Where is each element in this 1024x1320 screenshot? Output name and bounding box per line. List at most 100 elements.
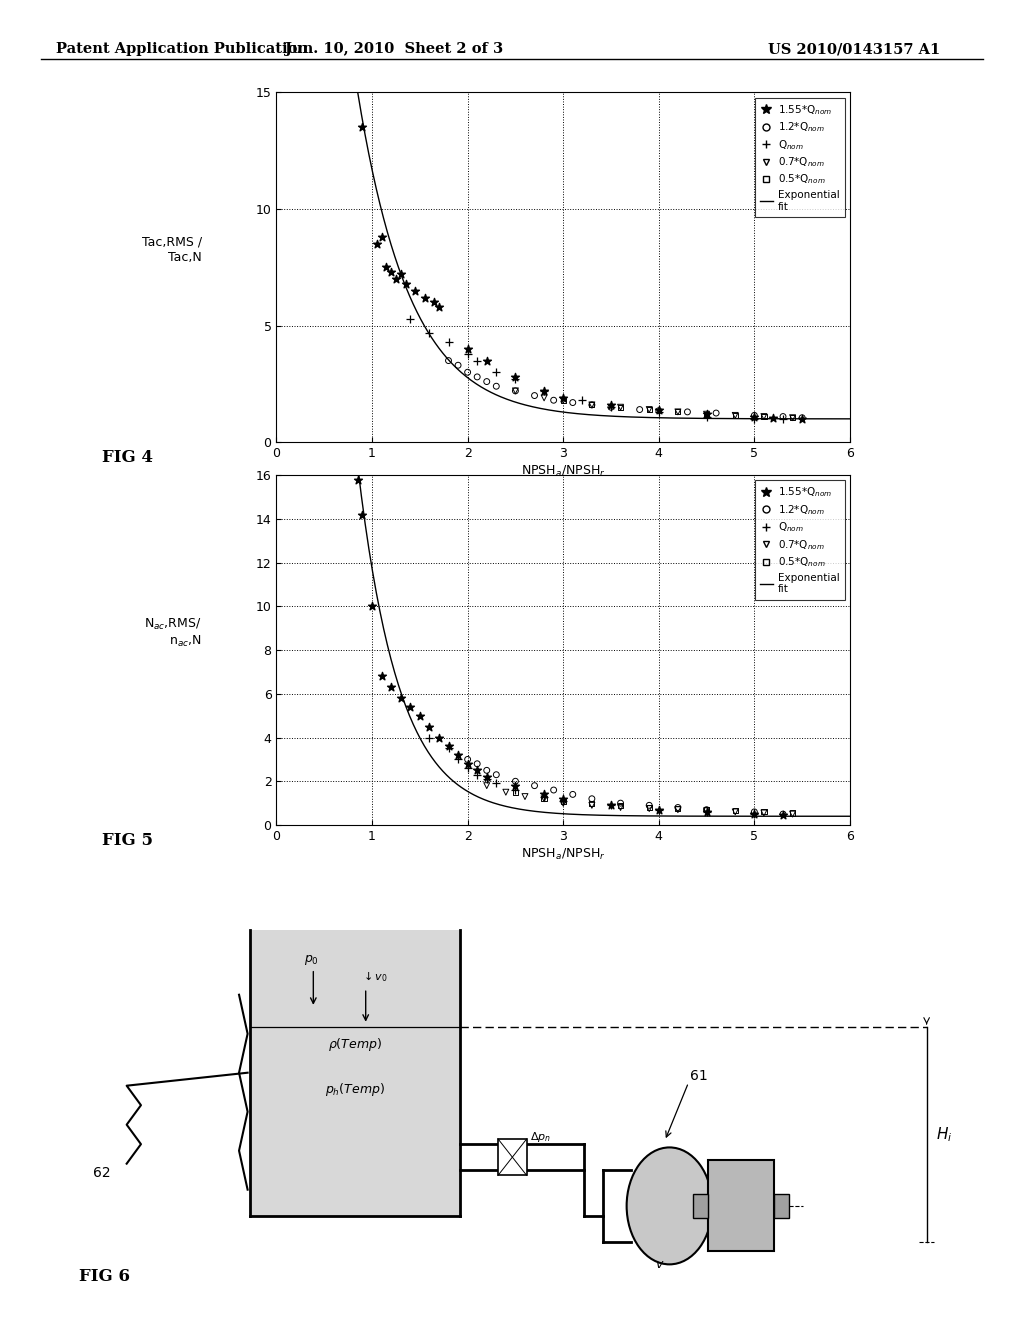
Point xyxy=(775,805,792,826)
Legend: 1.55*Q$_{nom}$, 1.2*Q$_{nom}$, Q$_{nom}$, 0.7*Q$_{nom}$, 0.5*Q$_{nom}$, Exponent: 1.55*Q$_{nom}$, 1.2*Q$_{nom}$, Q$_{nom}$… xyxy=(755,480,845,599)
Point xyxy=(650,799,667,820)
Point xyxy=(555,788,571,809)
Point xyxy=(612,797,629,818)
Point xyxy=(670,401,686,422)
Point xyxy=(469,367,485,388)
Text: 61: 61 xyxy=(690,1069,709,1082)
Point xyxy=(698,404,715,425)
Point xyxy=(517,785,534,807)
Point xyxy=(641,795,657,816)
Text: $H_i$: $H_i$ xyxy=(936,1125,952,1143)
Point xyxy=(488,764,505,785)
Point xyxy=(641,399,657,420)
X-axis label: NPSH$_a$/NPSH$_r$: NPSH$_a$/NPSH$_r$ xyxy=(521,465,605,479)
Point xyxy=(469,754,485,775)
Point xyxy=(603,395,620,416)
Text: $v$: $v$ xyxy=(655,1258,665,1271)
Point xyxy=(632,399,648,420)
Point xyxy=(383,677,399,698)
Point xyxy=(756,407,772,428)
Point xyxy=(426,292,442,313)
Point xyxy=(584,395,600,416)
Point xyxy=(574,389,591,411)
Point xyxy=(397,273,414,294)
Point xyxy=(354,116,371,137)
Point xyxy=(650,401,667,422)
Point xyxy=(469,350,485,371)
Point xyxy=(536,387,552,408)
Point xyxy=(536,380,552,401)
Point xyxy=(603,396,620,417)
Y-axis label: N$_{ac}$,RMS/
n$_{ac}$,N: N$_{ac}$,RMS/ n$_{ac}$,N xyxy=(144,616,202,649)
Point xyxy=(374,227,390,248)
Point xyxy=(603,795,620,816)
Point xyxy=(756,407,772,428)
Point xyxy=(507,779,523,800)
Point xyxy=(378,256,394,279)
Point xyxy=(650,400,667,421)
Text: $\rho$($\it{Temp}$): $\rho$($\it{Temp}$) xyxy=(329,1036,382,1052)
Point xyxy=(507,771,523,792)
Point xyxy=(460,758,476,779)
Point xyxy=(775,408,792,429)
Point xyxy=(478,760,495,781)
Point xyxy=(431,727,447,748)
Point xyxy=(507,380,523,401)
Point xyxy=(698,407,715,428)
Point xyxy=(526,775,543,796)
Point xyxy=(794,407,810,428)
Point xyxy=(775,407,792,428)
Point xyxy=(794,408,810,429)
Point xyxy=(460,748,476,770)
Ellipse shape xyxy=(627,1147,713,1265)
Point xyxy=(440,350,457,371)
Point xyxy=(584,788,600,809)
Point xyxy=(765,407,781,428)
Point xyxy=(536,784,552,805)
Text: US 2010/0143157 A1: US 2010/0143157 A1 xyxy=(768,42,940,57)
Point xyxy=(469,764,485,785)
Y-axis label: Tac,RMS /
Tac,N: Tac,RMS / Tac,N xyxy=(141,236,202,264)
Text: $\downarrow v_0$: $\downarrow v_0$ xyxy=(360,969,387,985)
Point xyxy=(727,405,743,426)
Point xyxy=(727,801,743,822)
Point xyxy=(412,705,428,726)
Point xyxy=(555,387,571,408)
Point xyxy=(746,408,763,429)
Point xyxy=(546,779,562,800)
Point xyxy=(670,401,686,422)
Point xyxy=(478,350,495,371)
Point xyxy=(555,389,571,411)
Point xyxy=(756,803,772,824)
Point xyxy=(784,804,801,825)
Point xyxy=(450,355,466,376)
Point xyxy=(584,395,600,416)
Point xyxy=(536,380,552,401)
Point xyxy=(440,738,457,759)
Point xyxy=(402,308,419,329)
Point xyxy=(450,748,466,770)
Legend: 1.55*Q$_{nom}$, 1.2*Q$_{nom}$, Q$_{nom}$, 0.7*Q$_{nom}$, 0.5*Q$_{nom}$, Exponent: 1.55*Q$_{nom}$, 1.2*Q$_{nom}$, Q$_{nom}$… xyxy=(755,98,845,216)
Point xyxy=(421,322,437,343)
Point xyxy=(364,595,380,616)
Point xyxy=(612,792,629,813)
Point xyxy=(507,367,523,388)
Point xyxy=(460,362,476,383)
Point xyxy=(469,760,485,781)
Point xyxy=(698,404,715,425)
Point xyxy=(612,396,629,417)
Point xyxy=(460,343,476,364)
Point xyxy=(421,715,437,737)
Point xyxy=(488,362,505,383)
Point xyxy=(546,389,562,411)
Point xyxy=(698,801,715,822)
Bar xyxy=(774,1195,788,1217)
Point xyxy=(746,405,763,426)
Bar xyxy=(251,929,460,1216)
Point xyxy=(584,792,600,813)
Point xyxy=(641,797,657,818)
Point xyxy=(507,368,523,389)
Point xyxy=(564,392,581,413)
Point xyxy=(670,797,686,818)
Point xyxy=(698,799,715,820)
